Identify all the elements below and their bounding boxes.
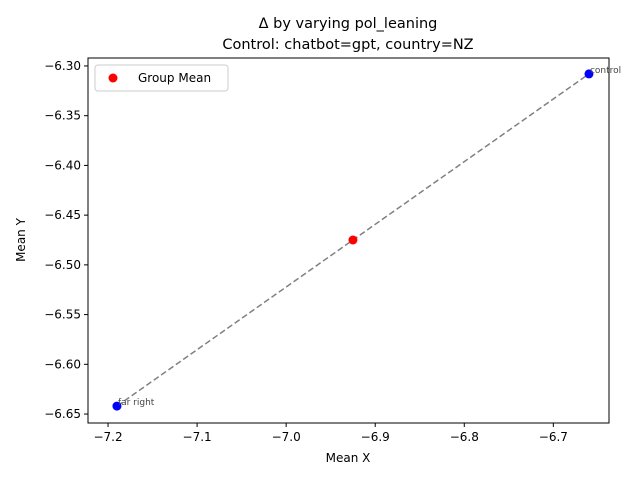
data-points: far right control (112, 66, 621, 411)
data-point (584, 69, 594, 79)
y-tick-label: −6.65 (44, 407, 81, 421)
x-axis-label: Mean X (326, 451, 371, 465)
x-tick-label: −6.9 (361, 430, 390, 444)
y-tick-label: −6.40 (44, 158, 81, 172)
y-tick-label: −6.45 (44, 208, 81, 222)
group-mean-point (348, 235, 358, 245)
data-point (112, 401, 122, 411)
x-tick-label: −6.7 (539, 430, 568, 444)
chart-title-line2: Control: chatbot=gpt, country=NZ (222, 37, 473, 53)
y-tick-label: −6.30 (44, 59, 81, 73)
legend-label: Group Mean (138, 71, 211, 85)
y-tick-label: −6.60 (44, 357, 81, 371)
plot-frame (87, 57, 610, 424)
x-tick-label: −7.1 (183, 430, 212, 444)
legend-box (94, 64, 229, 92)
legend-marker-group-mean (108, 73, 118, 83)
x-tick-label: −7.2 (93, 430, 122, 444)
x-tick-label: −7.0 (272, 430, 301, 444)
y-tick-label: −6.35 (44, 109, 81, 123)
y-axis-label: Mean Y (14, 217, 28, 262)
chart-title-line1: Δ by varying pol_leaning (259, 16, 438, 32)
x-axis-ticks: −7.2 −7.1 −7.0 −6.9 −6.8 −6.7 (93, 423, 568, 444)
point-label: control (590, 66, 621, 76)
point-label: far right (118, 398, 155, 408)
y-axis-ticks: −6.65 −6.60 −6.55 −6.50 −6.45 −6.40 −6.35 −6.30 (44, 59, 88, 421)
y-tick-label: −6.55 (44, 308, 81, 322)
x-tick-label: −6.8 (450, 430, 479, 444)
legend: Group Mean (94, 64, 229, 92)
y-tick-label: −6.50 (44, 258, 81, 272)
